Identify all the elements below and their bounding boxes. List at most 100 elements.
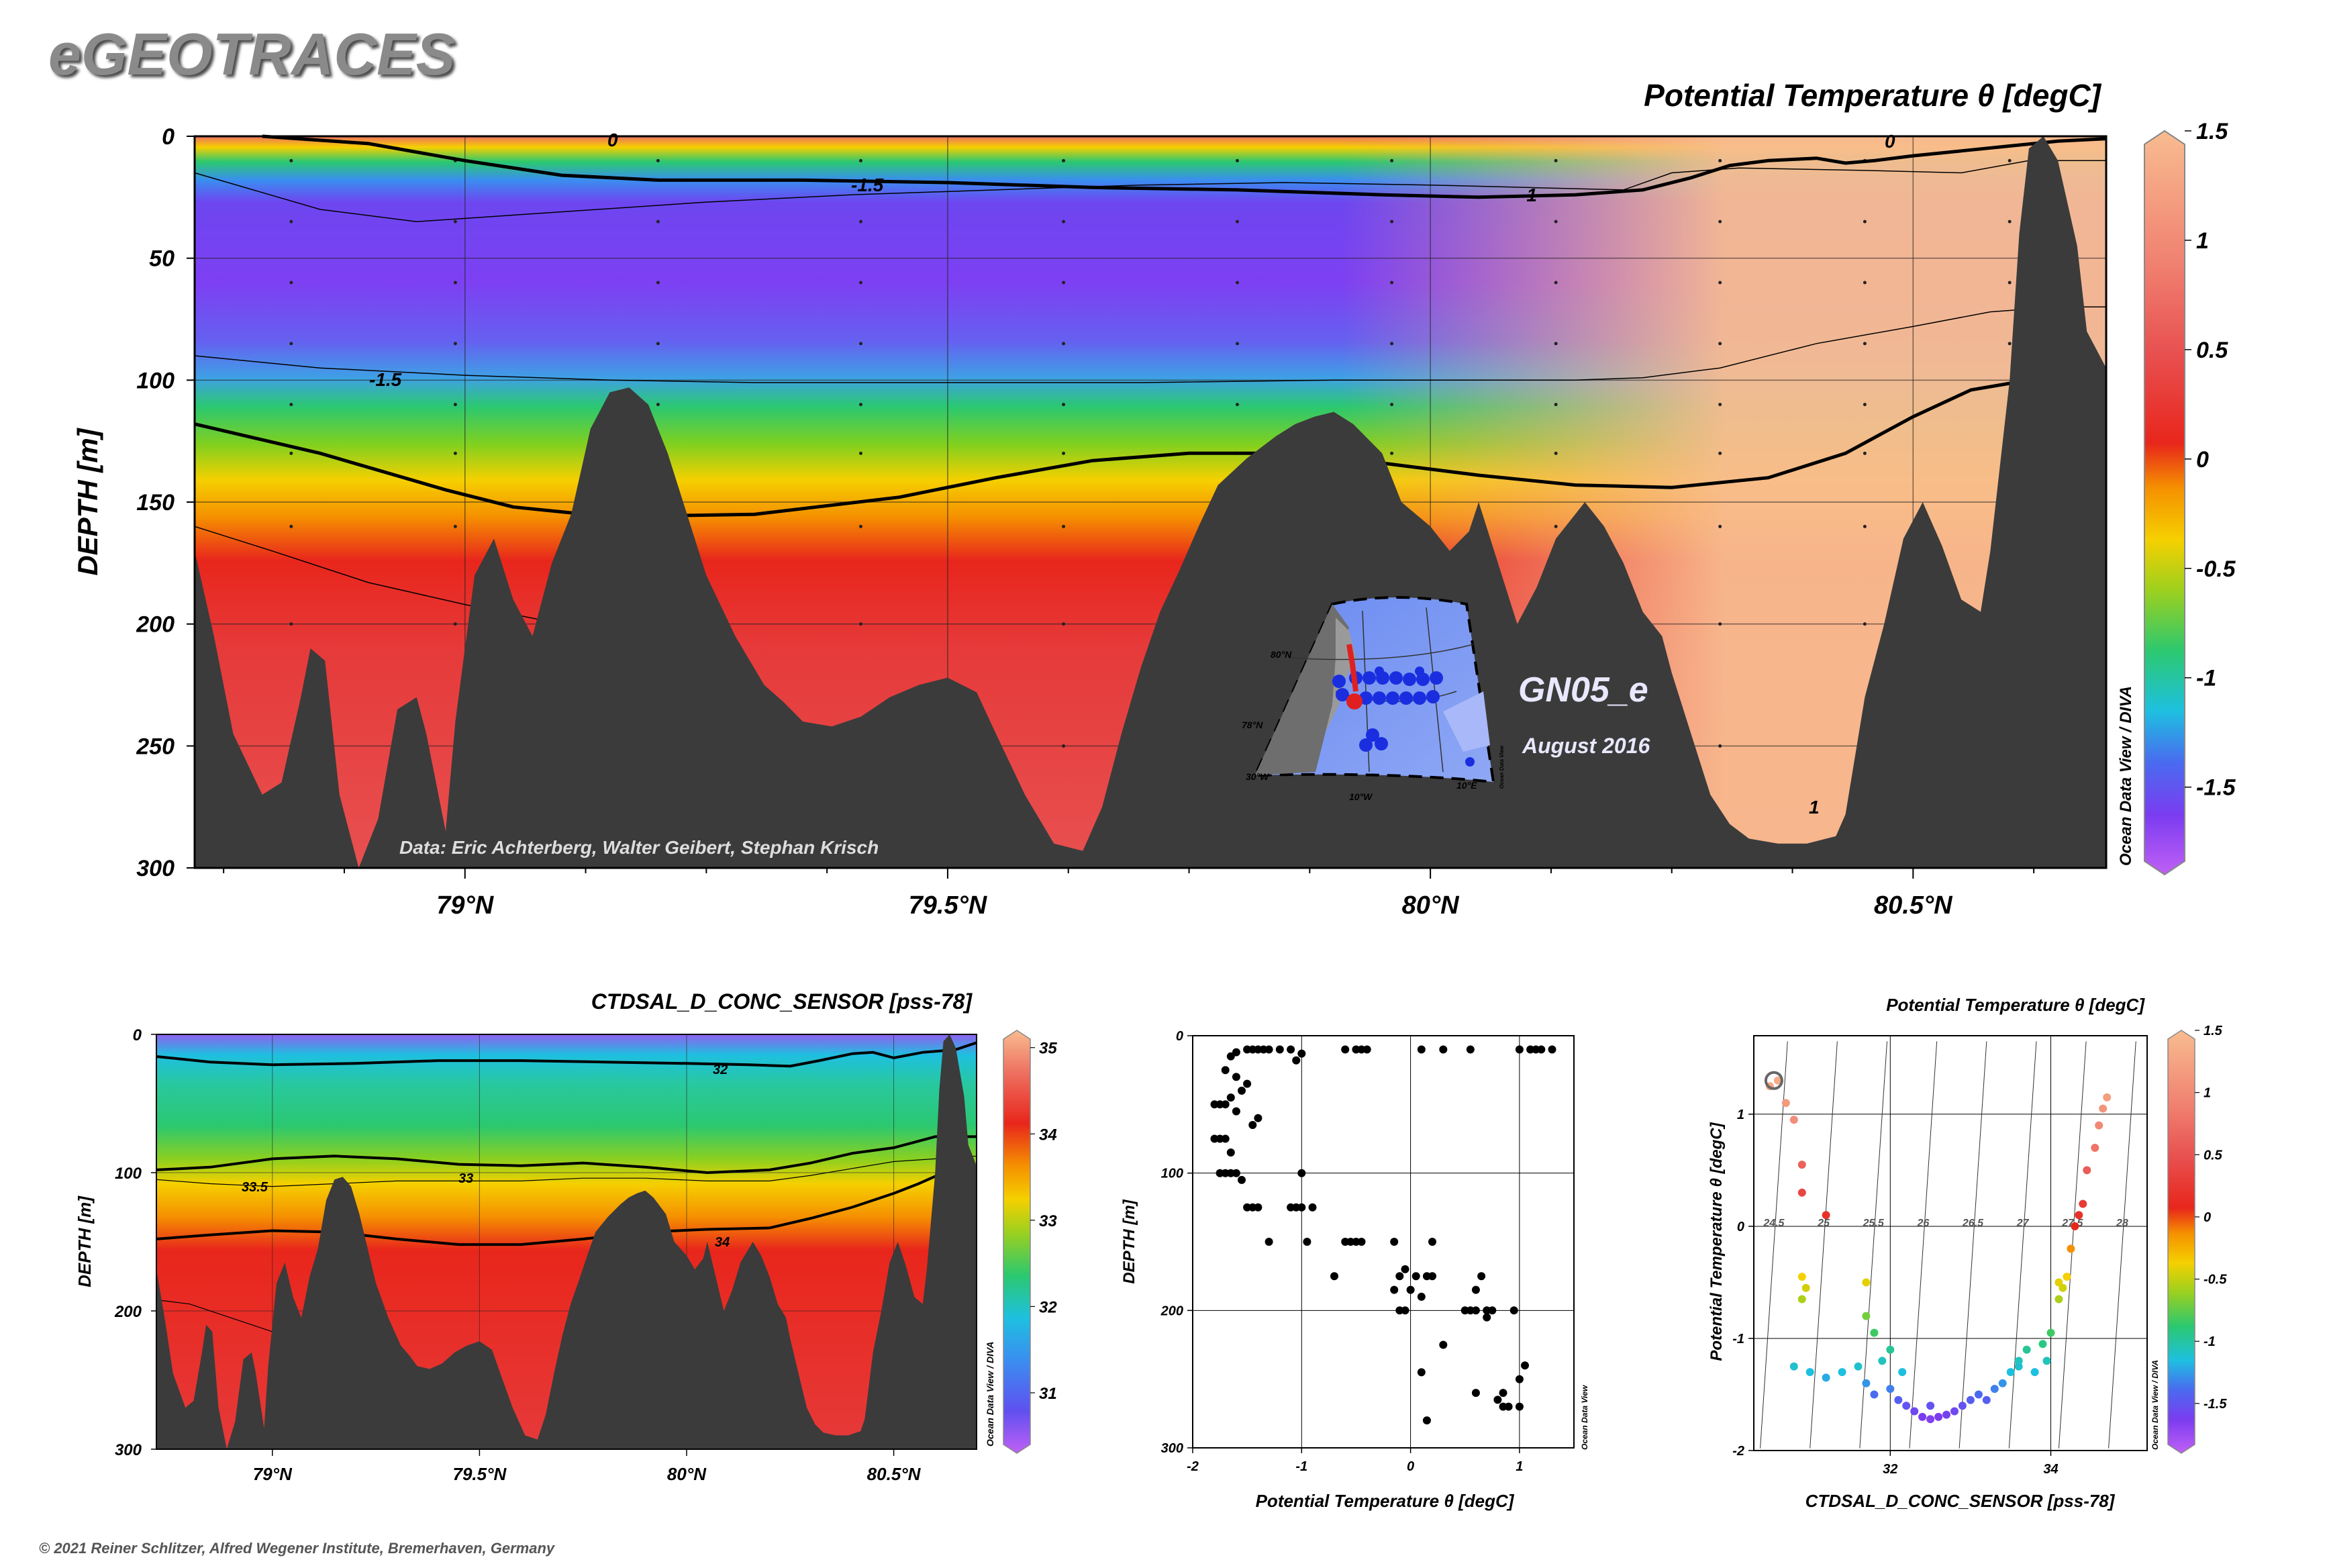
depth-tick-label: 0 (162, 124, 175, 150)
y-tick-label: 300 (1161, 1441, 1183, 1456)
station-sample (453, 219, 457, 224)
data-credit: Data: Eric Achterberg, Walter Geibert, S… (399, 837, 879, 858)
data-point (1471, 1306, 1480, 1315)
contour-line (156, 1041, 977, 1068)
selected-point (1764, 1071, 1783, 1090)
data-point (1363, 1045, 1371, 1054)
station-sample (1390, 451, 1394, 455)
data-point (1942, 1410, 1950, 1419)
x-tick-label: -2 (1187, 1459, 1199, 1474)
data-point (1504, 1402, 1513, 1411)
station-sample (1718, 451, 1722, 455)
data-point (1950, 1407, 1959, 1416)
station-sample (1863, 524, 1867, 528)
data-point (1401, 1265, 1409, 1273)
latitude-tick-label: 79.5°N (909, 891, 988, 920)
station-sample (1062, 524, 1066, 528)
station-sample (1062, 158, 1066, 162)
station-sample (1554, 524, 1558, 528)
data-point (1226, 1093, 1235, 1102)
station-sample (1718, 219, 1722, 224)
data-point (1210, 1134, 1219, 1143)
station-sample (1863, 219, 1867, 224)
map-lat-label: 78°N (1242, 720, 1263, 730)
temperature-colorbar: 1.5 1 0.5 0 -0.5 -1 -1.5 (2167, 1024, 2227, 1454)
density-label: 26 (1916, 1218, 1929, 1229)
plot-frame (156, 1034, 977, 1450)
salinity-axis: 32 34 (1883, 1451, 2059, 1477)
station-sample (289, 622, 293, 626)
data-point (1226, 1148, 1235, 1157)
y-tick-label: 200 (1160, 1304, 1183, 1318)
station-sample (289, 219, 293, 224)
station-sample (656, 219, 660, 224)
station-sample (656, 342, 660, 346)
data-point (1232, 1169, 1240, 1177)
data-point (1894, 1395, 1903, 1404)
x-axis-label: CTDSAL_D_CONC_SENSOR [pss-78] (1805, 1491, 2116, 1511)
station-sample (2008, 342, 2012, 346)
depth-axis: 0 50 100 150 200 250 300 (136, 124, 195, 881)
station-sample (1863, 403, 1867, 407)
data-point (1548, 1045, 1556, 1054)
contour-label: -1.5 (851, 175, 884, 195)
colorbar-tick-label: 32 (1039, 1298, 1057, 1316)
data-point (1998, 1379, 2007, 1387)
data-point (1797, 1188, 1806, 1197)
data-point (1243, 1079, 1252, 1088)
data-points (1764, 1071, 2112, 1424)
station-sample (1718, 622, 1722, 626)
cruise-date: August 2016 (1522, 734, 1650, 758)
salinity-section-plot: 0 100 200 300 79°N 79.5°N 80°N 80.5°N CTDSAL_D… (75, 989, 1057, 1484)
contour-line (156, 1135, 977, 1175)
data-point (1854, 1362, 1863, 1371)
colorbar-tick-label: -1.5 (2204, 1397, 2227, 1412)
station-sample (289, 342, 293, 346)
data-point (1515, 1045, 1524, 1054)
data-point (1509, 1306, 1518, 1315)
data-point (1439, 1045, 1448, 1054)
data-point (2099, 1104, 2108, 1113)
station-sample (453, 451, 457, 455)
data-point (1287, 1045, 1295, 1054)
y-tick-label: 0 (1737, 1220, 1744, 1234)
salinity-colorbar: 35 34 33 32 31 (1003, 1030, 1057, 1454)
depth-tick-label: 0 (133, 1026, 142, 1044)
data-point (2079, 1199, 2087, 1208)
colorbar-tick-label: 0 (2204, 1210, 2211, 1225)
map-lon-label: 10°W (1349, 791, 1373, 802)
data-point (1515, 1375, 1524, 1383)
station-sample (453, 622, 457, 626)
temperature-axis: -2 -1 0 1 (1187, 1448, 1523, 1474)
density-line (1760, 1041, 1788, 1449)
cruise-id: GN05_e (1518, 671, 1648, 709)
density-label: 28 (2116, 1218, 2128, 1229)
depth-tick-label: 300 (136, 856, 175, 881)
station-sample (1235, 281, 1239, 285)
data-point (2054, 1278, 2063, 1287)
data-point (1910, 1407, 1919, 1416)
station-sample (453, 524, 457, 528)
station-sample (656, 403, 660, 407)
data-point (1493, 1395, 1502, 1404)
seafloor-bathymetry (156, 1034, 977, 1449)
station-sample (858, 622, 862, 626)
data-point (2075, 1211, 2083, 1220)
depth-tick-label: 250 (136, 734, 175, 759)
station-sample (2008, 219, 2012, 224)
data-point (1232, 1107, 1240, 1116)
data-point (1801, 1283, 1810, 1292)
density-line (2108, 1041, 2136, 1449)
colorbar-tick-label: -1.5 (2196, 775, 2236, 801)
x-tick-label: 34 (2043, 1462, 2058, 1477)
station-sample (1062, 403, 1066, 407)
data-point (1254, 1203, 1262, 1212)
data-point (1974, 1390, 1983, 1399)
depth-tick-label: 100 (136, 368, 175, 393)
odv-credit: Ocean Data View / DIVA (985, 1342, 995, 1447)
y-tick-label: 0 (1176, 1029, 1183, 1044)
data-point (1805, 1368, 1814, 1377)
density-label: 25.5 (1863, 1218, 1885, 1229)
